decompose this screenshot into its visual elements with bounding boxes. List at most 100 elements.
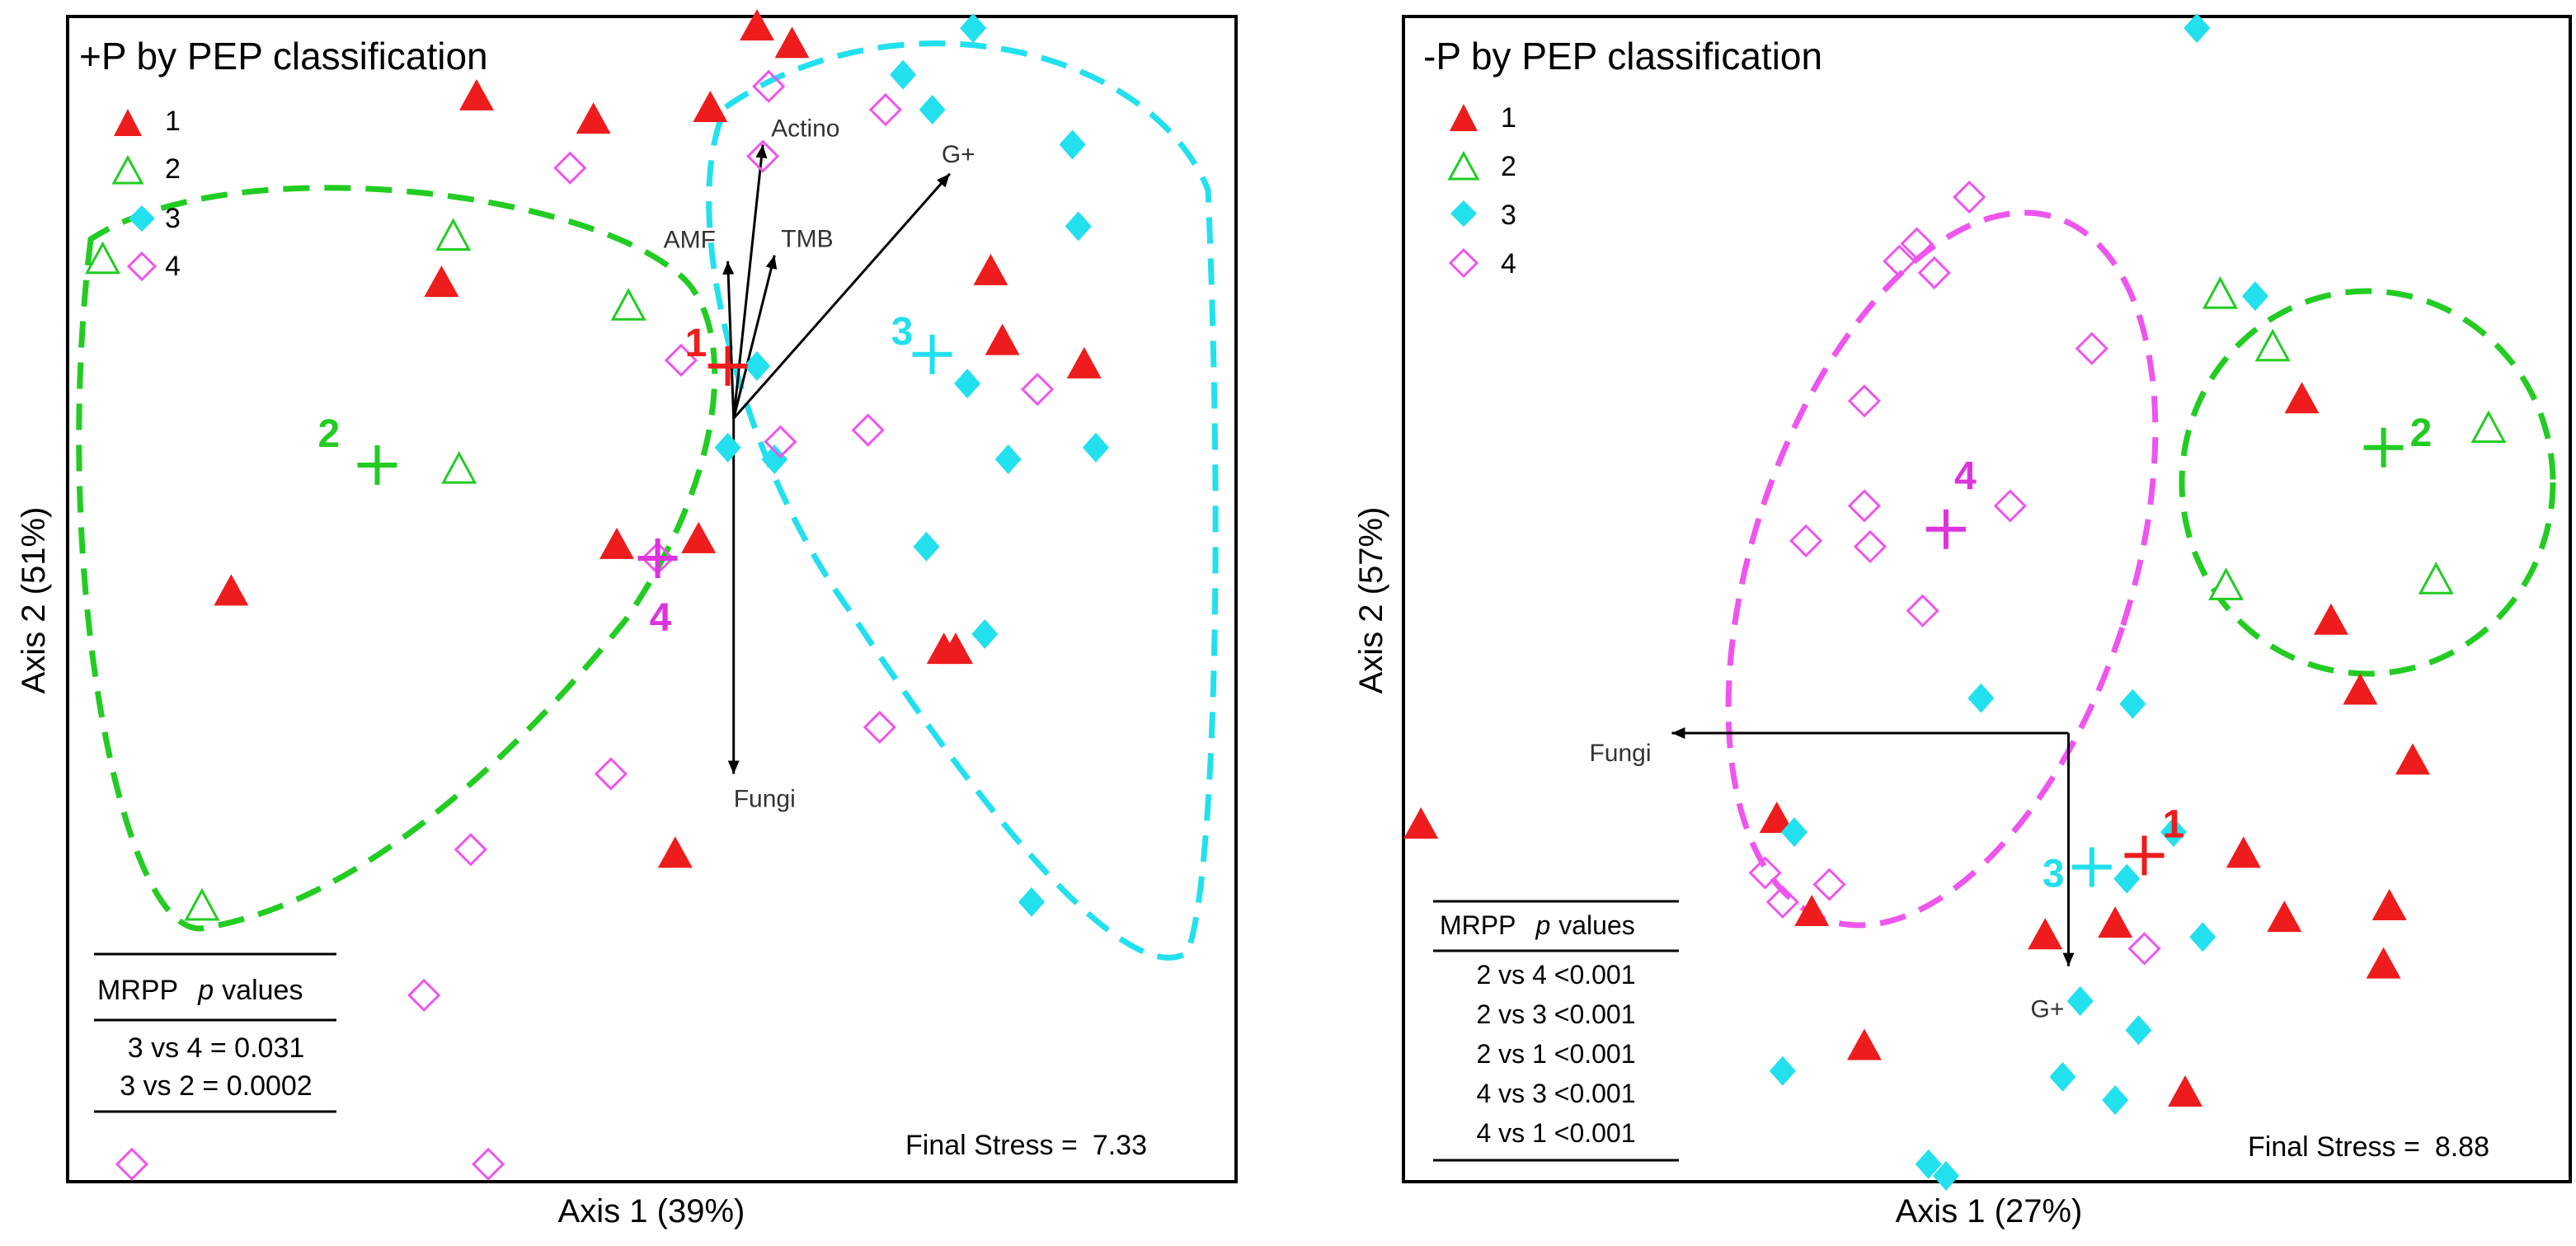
data-point xyxy=(2066,985,2094,1016)
legend-label-4: 4 xyxy=(1501,248,1516,280)
data-point xyxy=(2075,331,2108,365)
data-point xyxy=(424,265,459,297)
centroid-label: 4 xyxy=(650,596,672,640)
mrpp-header-stat: p xyxy=(1535,910,1550,940)
legend-marker-1 xyxy=(1450,104,1478,131)
data-point xyxy=(2366,947,2401,979)
data-point xyxy=(553,151,587,185)
data-point xyxy=(863,710,896,745)
group-2-envelope xyxy=(76,185,718,932)
data-point xyxy=(890,59,917,90)
data-point xyxy=(744,350,771,381)
centroid-label: 3 xyxy=(891,310,914,354)
data-point xyxy=(454,833,487,867)
data-point xyxy=(851,413,885,447)
legend-marker-4 xyxy=(126,251,157,282)
vector-line xyxy=(732,172,951,420)
data-point xyxy=(2119,689,2146,719)
data-point xyxy=(115,1147,149,1181)
data-point xyxy=(1748,856,1782,890)
centroid-label: 1 xyxy=(685,322,707,365)
data-point xyxy=(1932,1160,1959,1191)
legend-marker-2 xyxy=(111,154,144,185)
legend: 1 2 3 4 xyxy=(111,106,181,282)
data-point xyxy=(2183,13,2211,44)
data-point xyxy=(441,450,477,484)
mrpp-header-stat: p xyxy=(197,975,214,1006)
data-point xyxy=(919,95,946,125)
vector-line xyxy=(732,255,776,419)
data-point xyxy=(84,241,121,275)
legend-label-4: 4 xyxy=(165,251,181,282)
data-point xyxy=(1020,373,1055,407)
vector-line xyxy=(732,144,764,419)
mrpp-header-rest: values xyxy=(1558,910,1635,940)
data-point xyxy=(1789,524,1823,557)
data-point xyxy=(2189,922,2216,952)
centroid-label: 3 xyxy=(2042,852,2065,896)
data-point xyxy=(1066,346,1102,379)
vector-label: AMF xyxy=(664,227,716,254)
vector-arrowhead xyxy=(722,261,735,275)
data-point xyxy=(2113,863,2141,894)
data-point xyxy=(994,444,1022,474)
vector-label: Fungi xyxy=(734,785,796,812)
data-point xyxy=(1906,594,1939,628)
mrpp-header-rest: values xyxy=(222,975,303,1006)
legend-label-1: 1 xyxy=(165,106,181,137)
data-point xyxy=(2028,918,2063,950)
data-point xyxy=(1018,886,1046,917)
data-point xyxy=(714,432,741,463)
vector-layer: Actino AMF TMB G+ Fungi xyxy=(664,115,975,812)
data-point xyxy=(2226,836,2261,868)
data-point xyxy=(1883,244,1916,278)
legend-label-2: 2 xyxy=(1501,151,1516,182)
data-point xyxy=(1403,807,1439,839)
data-point xyxy=(1853,529,1887,564)
centroid-label: 1 xyxy=(2163,802,2185,846)
data-point xyxy=(2049,1061,2076,1092)
mrpp-row: 3 vs 2 = 0.0002 xyxy=(120,1070,312,1102)
data-point xyxy=(761,444,788,474)
group-4-envelope xyxy=(1725,209,2159,929)
data-point xyxy=(2284,382,2320,414)
mrpp-row: 4 vs 3 <0.001 xyxy=(1476,1079,1635,1108)
data-point xyxy=(681,521,717,553)
vector-arrowhead xyxy=(1671,726,1685,739)
vector-arrowhead xyxy=(2062,952,2075,966)
data-point xyxy=(2125,1015,2152,1046)
plot-frame xyxy=(66,15,1238,1183)
data-point xyxy=(458,78,494,110)
data-point xyxy=(214,574,249,606)
group-3-envelope xyxy=(706,40,1219,961)
vector-label: Actino xyxy=(771,115,839,142)
data-point xyxy=(2470,410,2507,444)
data-point xyxy=(1847,384,1882,418)
data-point xyxy=(2168,1075,2203,1107)
final-stress: Final Stress = 8.88 xyxy=(2248,1131,2489,1163)
vector-label: TMB xyxy=(781,226,833,253)
data-point xyxy=(610,288,646,321)
data-point xyxy=(868,92,903,127)
mrpp-row: 2 vs 3 <0.001 xyxy=(1476,999,1635,1029)
centroid-label: 2 xyxy=(318,412,341,456)
data-point xyxy=(1915,1149,1942,1179)
centroid-layer: 1 2 3 4 xyxy=(1925,411,2432,896)
data-point xyxy=(664,343,698,377)
legend: 1 2 3 4 xyxy=(1447,102,1516,280)
chart-title: +P by PEP classification xyxy=(79,35,488,78)
final-stress-label: Final Stress = xyxy=(905,1130,1078,1161)
mrpp-table: MRPP p values 3 vs 4 = 0.031 3 vs 2 = 0.00… xyxy=(94,952,336,1113)
vector-arrowhead xyxy=(727,760,740,774)
mrpp-row: 2 vs 4 <0.001 xyxy=(1476,960,1635,990)
vector-layer: Fungi G+ xyxy=(1589,726,2075,1023)
legend-label-3: 3 xyxy=(1501,200,1516,231)
legend-marker-3 xyxy=(1450,200,1477,227)
mrpp-table: MRPP p values 2 vs 4 <0.001 2 vs 3 <0.001 … xyxy=(1433,900,1679,1162)
mrpp-header: MRPP p values xyxy=(97,975,303,1006)
x-axis-label: Axis 1 (39%) xyxy=(558,1193,745,1230)
vector-line xyxy=(726,261,736,419)
data-point xyxy=(2160,817,2187,848)
data-point xyxy=(1794,895,1830,927)
